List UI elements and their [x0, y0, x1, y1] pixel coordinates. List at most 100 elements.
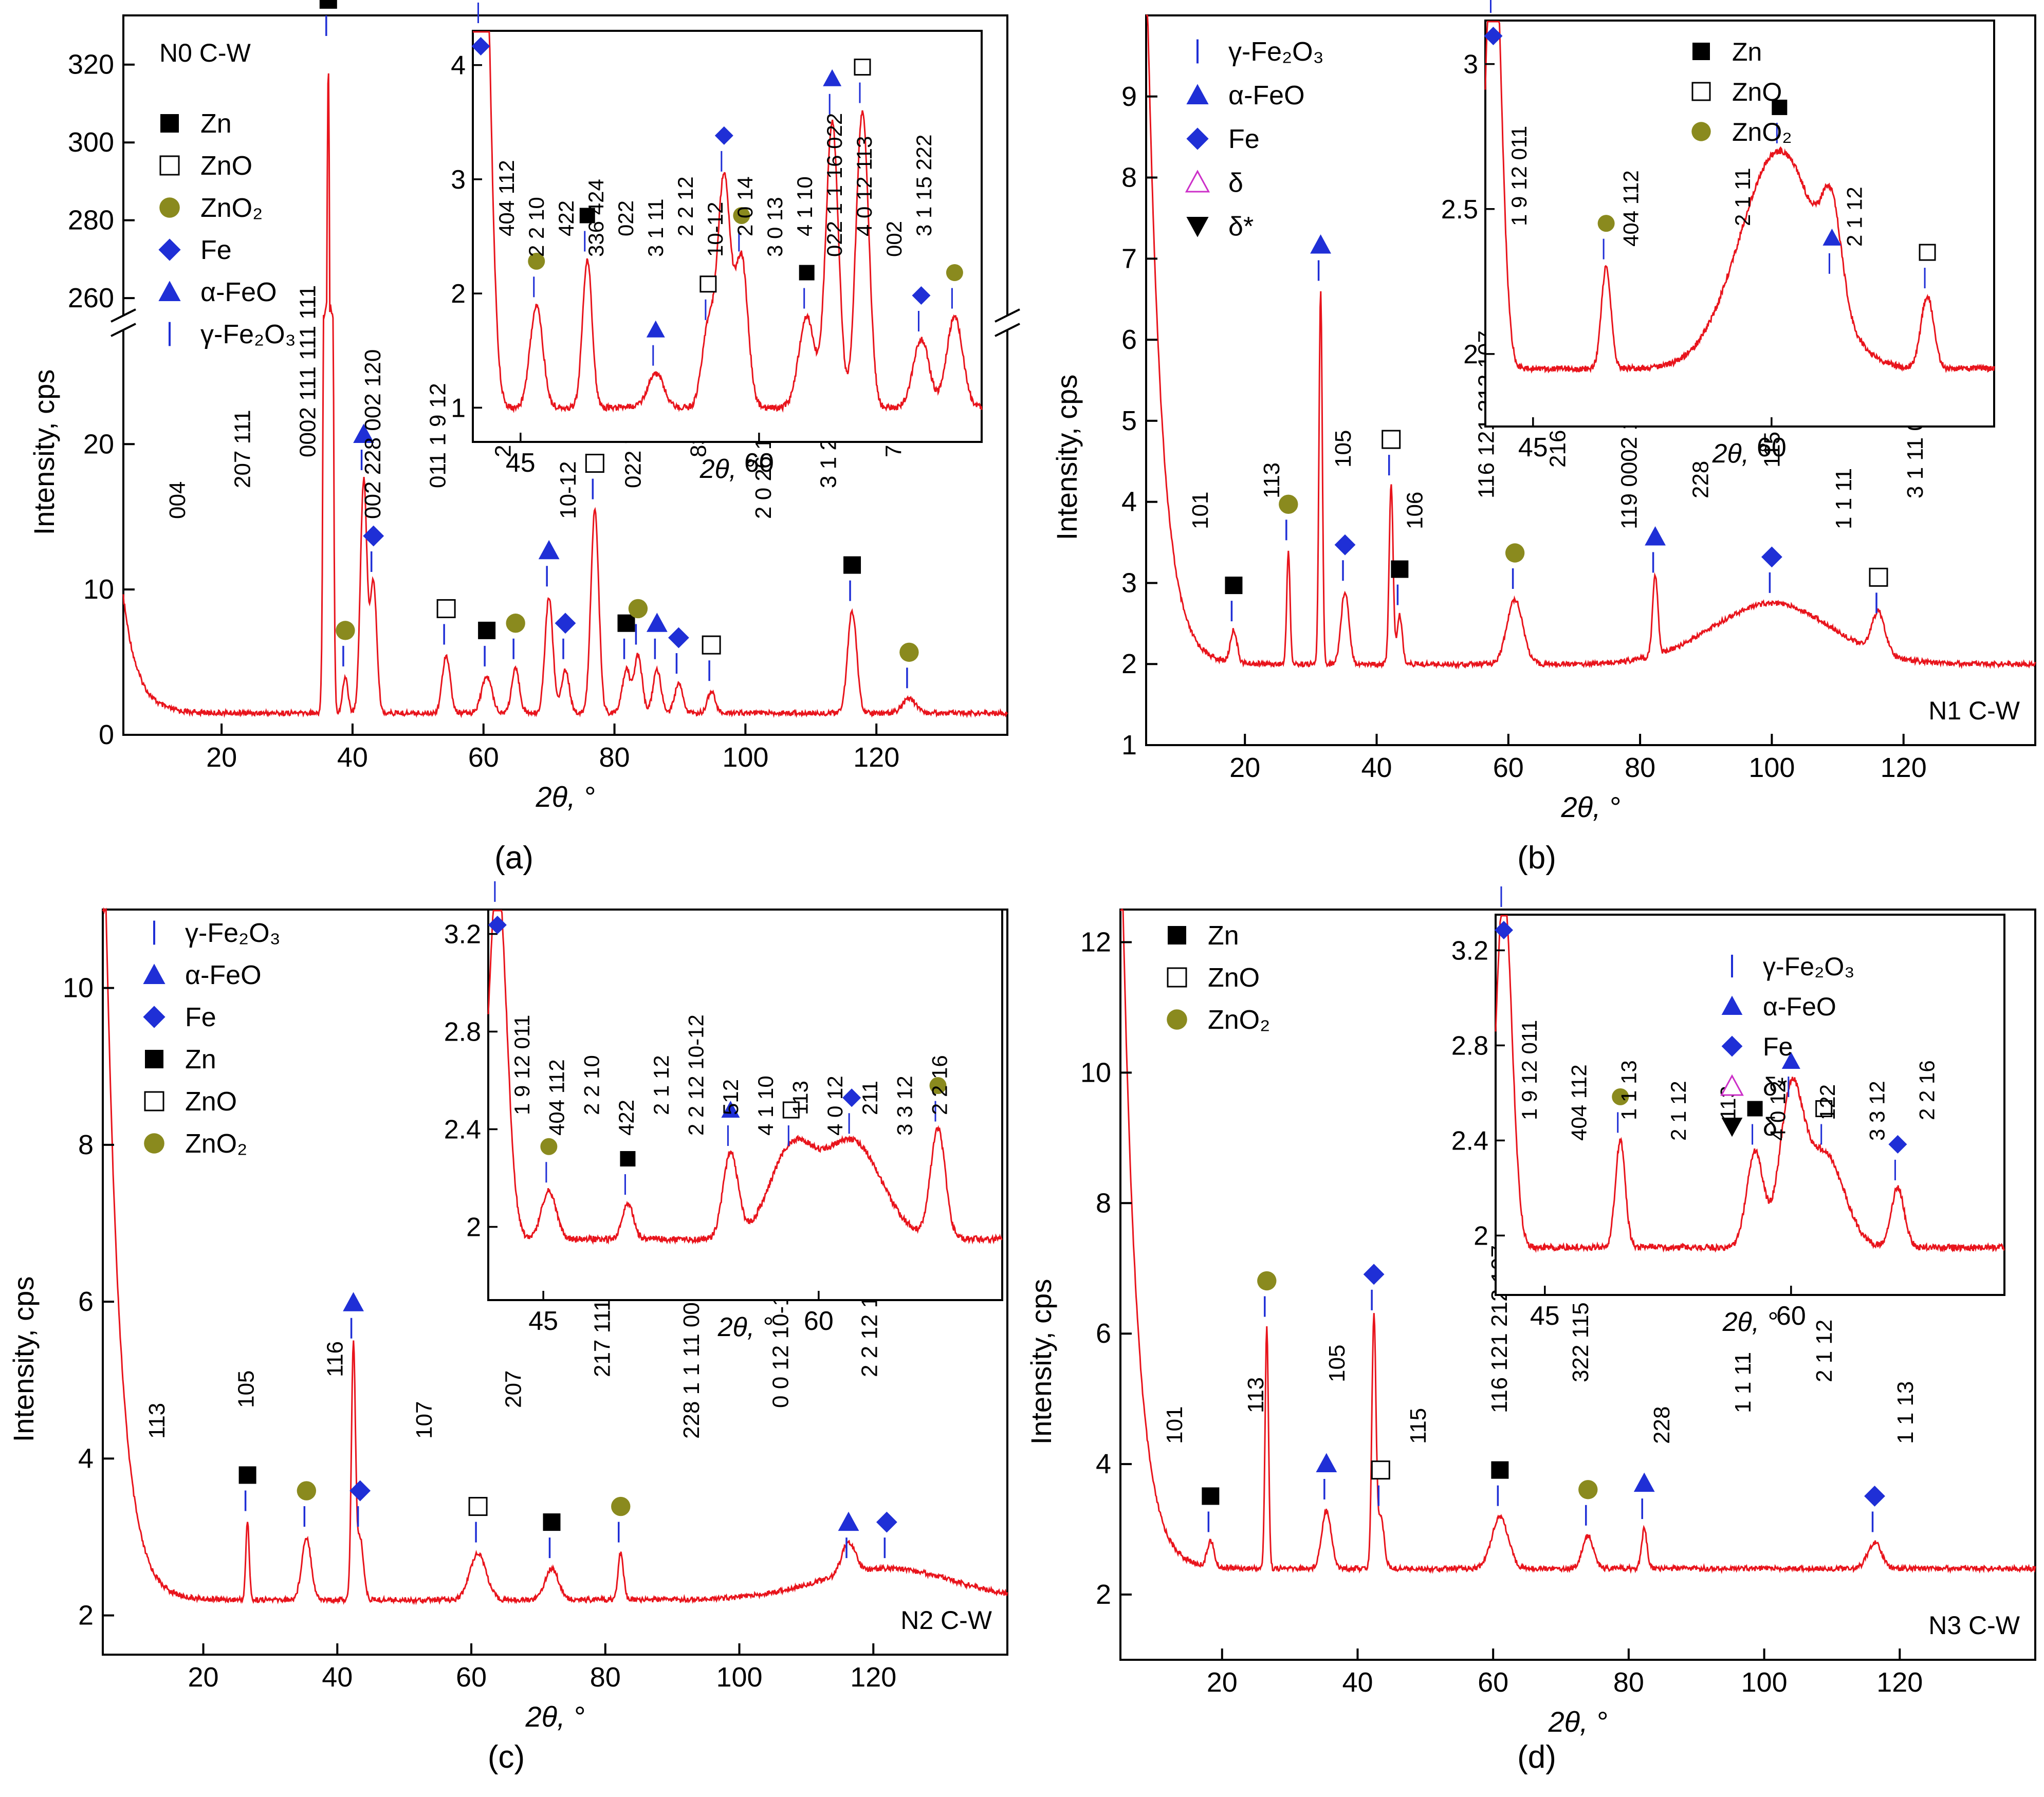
inset-phase-marker [1888, 1135, 1907, 1154]
x-tick-label: 60 [456, 1662, 487, 1693]
inset-phase-marker [620, 1151, 636, 1166]
phase-marker [1316, 1453, 1337, 1472]
plot-frame [1119, 909, 2036, 1661]
phase-marker [336, 621, 355, 640]
legend-marker [1186, 127, 1209, 150]
hkl-label: 1 1 13 [1893, 1381, 1918, 1444]
y-axis-label: Intensity, cps [1025, 1279, 1057, 1445]
legend-marker [143, 1006, 165, 1028]
y-tick-label: 4 [78, 1443, 94, 1474]
inset-hkl-label: 404 112 [1619, 170, 1643, 247]
phase-marker [478, 621, 496, 639]
spectrum-line [1146, 14, 2036, 670]
x-tick-label: 80 [599, 742, 630, 773]
phase-marker [353, 423, 374, 443]
hkl-label: 1 1 11 [1831, 468, 1856, 529]
x-tick-label: 100 [1741, 1667, 1788, 1698]
inset-spectrum-line [1495, 915, 2005, 1253]
phase-marker [1334, 534, 1356, 555]
inset-phase-marker [733, 207, 750, 224]
hkl-label: 1 1 11 [1730, 1352, 1756, 1413]
axis-break-gap [996, 316, 1019, 330]
inset-y-tick-label: 3.2 [1451, 936, 1488, 966]
hkl-label: 0 0 12 10-11 [768, 1283, 793, 1408]
inset-legend-marker [1721, 995, 1743, 1015]
inset-y-tick-label: 2 [451, 279, 466, 309]
phase-marker [319, 0, 337, 9]
inset-hkl-label: 2 2 16 [927, 1055, 951, 1115]
x-axis-label: 2θ, ° [1560, 791, 1620, 823]
inset-x-tick-label: 60 [804, 1306, 834, 1336]
phase-marker [1578, 1480, 1598, 1499]
y-tick-label: 2 [78, 1600, 94, 1631]
hkl-label: 113 [1243, 1377, 1268, 1413]
inset-hkl-label: 422 [614, 1100, 638, 1136]
inset-hkl-label: 122 [1815, 1084, 1839, 1120]
inset-hkl-label: 2 2 12 10-12 [684, 1014, 708, 1136]
inset-phase-marker [1612, 1088, 1629, 1105]
phase-marker [1761, 546, 1782, 568]
panel-c: 20 40 60 80 100 120 2 4 6 8 10 2θ, ° Intensity, cps (… [7, 881, 1008, 1775]
inset-hkl-label: 4 0 12 113 [852, 136, 876, 236]
phase-marker [617, 614, 635, 632]
legend-marker [158, 238, 181, 261]
inset-legend-label: Fe [1763, 1032, 1793, 1061]
phase-marker [843, 556, 861, 574]
x-tick-label: 120 [850, 1662, 896, 1693]
hkl-label: 113 [144, 1403, 170, 1439]
hkl-label: 116 [323, 1341, 348, 1377]
hkl-label: 113 [1259, 462, 1284, 498]
inset-phase-marker [528, 252, 545, 270]
legend-label: γ-Fe₂O₃ [185, 918, 281, 948]
inset-frame [487, 909, 1003, 1301]
legend-marker [1186, 217, 1209, 237]
x-tick-label: 100 [716, 1662, 762, 1693]
inset-legend-marker [1721, 1035, 1743, 1057]
x-axis-label: 2θ, ° [1548, 1706, 1607, 1738]
legend-label: α-FeO [1228, 81, 1305, 110]
phase-marker [1363, 1264, 1385, 1285]
x-tick-label: 100 [722, 742, 768, 773]
phase-marker [1869, 567, 1888, 587]
inset-x-axis-label: 2θ, ° [1722, 1307, 1778, 1337]
legend-marker [143, 964, 165, 984]
inset-y-tick-label: 3 [1463, 50, 1478, 80]
inset-hkl-label: 2 1 12 [649, 1055, 673, 1115]
y-axis-label: Intensity, cps [28, 369, 60, 535]
inset-hkl-label: 1 9 12 011 [1517, 1020, 1541, 1120]
legend-marker [1167, 1009, 1187, 1030]
y-tick-label: 20 [83, 429, 114, 459]
plot-frame [1145, 14, 2036, 746]
inset-hkl-label: 022 [614, 200, 638, 236]
inset-phase-marker [782, 1101, 800, 1119]
y-tick-label: 7 [1121, 243, 1137, 274]
x-tick-label: 80 [590, 1662, 621, 1693]
inset-x-tick-label: 60 [1757, 433, 1787, 462]
inset-hkl-label: 4 1 10 [793, 176, 817, 236]
inset-hkl-label: 512 [719, 1079, 743, 1115]
inset-phase-marker [1919, 244, 1936, 261]
axis-break-mark [995, 323, 1020, 337]
legend-label: ZnO₂ [1208, 1005, 1270, 1035]
x-tick-label: 20 [1229, 752, 1260, 783]
y-tick-label: 10 [1080, 1057, 1111, 1088]
phase-marker [1382, 430, 1401, 449]
inset-plot: 45 60 2 2.4 2.8 3.2 2θ, ° 1 9 12 011 404 112 1 1 … [1451, 886, 2005, 1337]
legend-marker [158, 281, 181, 301]
inset-phase-marker [699, 275, 717, 293]
inset-phase-marker [842, 1088, 861, 1107]
inset-hkl-label: 2 1 12 [1843, 187, 1867, 247]
inset-legend-label: δ [1763, 1113, 1777, 1141]
inset-phase-marker [912, 286, 931, 305]
y-tick-label: 0 [99, 719, 114, 750]
phase-marker [876, 1511, 897, 1533]
legend-marker [160, 114, 179, 133]
inset-y-tick-label: 2 [466, 1213, 481, 1243]
inset-legend-label: Zn [1732, 38, 1762, 66]
y-tick-label: 3 [1121, 567, 1137, 598]
inset-legend-label: ZnO₂ [1732, 118, 1792, 146]
inset-hkl-label: 10-12 [703, 202, 727, 257]
legend-label: ZnO [1208, 963, 1260, 993]
phase-marker [1391, 560, 1409, 578]
